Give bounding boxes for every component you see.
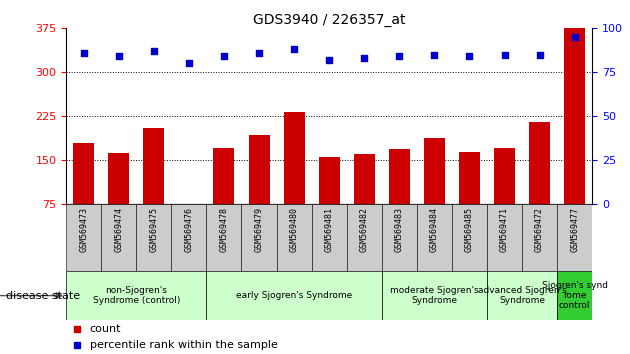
Text: GSM569480: GSM569480 — [290, 207, 299, 252]
Point — [149, 48, 159, 54]
Point — [570, 34, 580, 40]
Point — [184, 61, 194, 66]
Text: advanced Sjogren's
Syndrome: advanced Sjogren's Syndrome — [478, 286, 566, 305]
Text: GSM569473: GSM569473 — [79, 207, 88, 252]
Bar — [101, 204, 136, 271]
Title: GDS3940 / 226357_at: GDS3940 / 226357_at — [253, 13, 406, 27]
Point — [359, 55, 369, 61]
Bar — [319, 158, 340, 247]
Text: non-Sjogren's
Syndrome (control): non-Sjogren's Syndrome (control) — [93, 286, 180, 305]
Bar — [522, 204, 557, 271]
Bar — [171, 204, 207, 271]
Bar — [312, 204, 347, 271]
Bar — [284, 112, 305, 247]
Point — [500, 52, 510, 57]
Bar — [346, 204, 382, 271]
Text: GSM569474: GSM569474 — [114, 207, 123, 252]
Bar — [382, 271, 487, 320]
Point — [289, 46, 299, 52]
Bar — [564, 28, 585, 247]
Point — [72, 342, 82, 348]
Bar — [143, 128, 164, 247]
Bar — [66, 204, 101, 271]
Text: early Sjogren's Syndrome: early Sjogren's Syndrome — [236, 291, 352, 300]
Text: Sjogren's synd
rome
control: Sjogren's synd rome control — [542, 281, 608, 310]
Bar — [382, 204, 417, 271]
Bar — [459, 152, 480, 247]
Bar — [136, 204, 171, 271]
Bar — [389, 149, 410, 247]
Text: GSM569476: GSM569476 — [185, 207, 193, 252]
Text: GSM569477: GSM569477 — [570, 207, 579, 252]
Bar — [487, 204, 522, 271]
Bar — [214, 148, 234, 247]
Bar — [108, 153, 129, 247]
Point — [79, 50, 89, 56]
Point — [72, 326, 82, 332]
Point — [324, 57, 334, 63]
Text: count: count — [90, 324, 122, 334]
Bar — [241, 204, 277, 271]
Bar — [452, 204, 487, 271]
Point — [429, 52, 439, 57]
Bar — [178, 204, 200, 247]
Point — [464, 53, 474, 59]
Bar — [529, 122, 550, 247]
Bar — [424, 138, 445, 247]
Text: GSM569484: GSM569484 — [430, 207, 439, 252]
Bar — [248, 135, 270, 247]
Text: GSM569481: GSM569481 — [324, 207, 334, 252]
Point — [113, 53, 123, 59]
Text: GSM569471: GSM569471 — [500, 207, 509, 252]
Point — [534, 52, 544, 57]
Bar — [207, 271, 382, 320]
Point — [394, 53, 404, 59]
Bar — [487, 271, 557, 320]
Bar — [207, 204, 241, 271]
Point — [254, 50, 264, 56]
Text: GSM569478: GSM569478 — [219, 207, 229, 252]
Bar — [417, 204, 452, 271]
Text: GSM569482: GSM569482 — [360, 207, 369, 252]
Bar — [73, 143, 94, 247]
Bar — [557, 271, 592, 320]
Text: percentile rank within the sample: percentile rank within the sample — [90, 340, 278, 350]
Bar — [557, 204, 592, 271]
Bar — [353, 154, 375, 247]
Bar — [494, 148, 515, 247]
Text: GSM569475: GSM569475 — [149, 207, 158, 252]
Text: GSM569472: GSM569472 — [535, 207, 544, 252]
Text: GSM569483: GSM569483 — [395, 207, 404, 252]
Text: moderate Sjogren's
Syndrome: moderate Sjogren's Syndrome — [390, 286, 479, 305]
Bar — [66, 271, 207, 320]
Bar — [277, 204, 312, 271]
Text: GSM569479: GSM569479 — [255, 207, 263, 252]
Text: disease state: disease state — [6, 291, 81, 301]
Text: GSM569485: GSM569485 — [465, 207, 474, 252]
Point — [219, 53, 229, 59]
